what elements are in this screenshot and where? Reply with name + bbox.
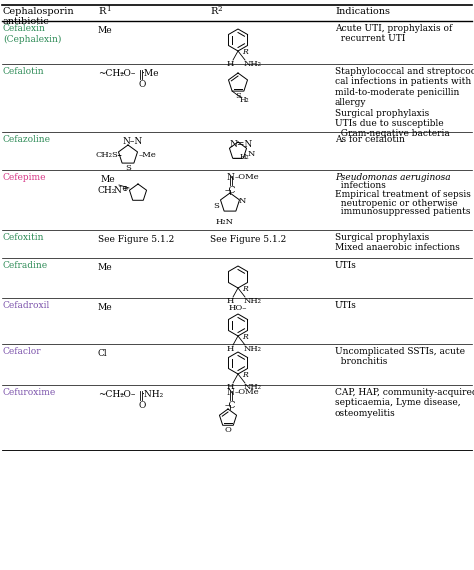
- Text: –C: –C: [225, 401, 237, 410]
- Text: See Figure 5.1.2: See Figure 5.1.2: [210, 235, 286, 244]
- Text: R: R: [98, 7, 105, 16]
- Text: N: N: [227, 173, 235, 182]
- Text: R: R: [210, 7, 218, 16]
- Text: Cefradine: Cefradine: [3, 261, 48, 270]
- Text: Empirical treatment of sepsis in: Empirical treatment of sepsis in: [335, 190, 474, 199]
- Text: ~CH₂: ~CH₂: [98, 390, 124, 399]
- Text: neutropenic or otherwise: neutropenic or otherwise: [335, 198, 457, 207]
- Text: Cefoxitin: Cefoxitin: [3, 233, 45, 242]
- Text: H₂N: H₂N: [216, 218, 234, 226]
- Text: CH₂: CH₂: [98, 186, 117, 195]
- Text: immunosuppressed patients: immunosuppressed patients: [335, 207, 471, 216]
- Text: N: N: [227, 388, 235, 397]
- Text: Me: Me: [98, 303, 113, 312]
- Text: 2: 2: [218, 5, 222, 13]
- Text: R: R: [242, 371, 248, 379]
- Text: R: R: [242, 333, 248, 341]
- Text: ·NH₂: ·NH₂: [141, 390, 163, 399]
- Text: Cefepime: Cefepime: [3, 173, 46, 182]
- Text: Me: Me: [101, 175, 116, 184]
- Text: N=N: N=N: [230, 140, 253, 149]
- Text: NH₂: NH₂: [244, 345, 262, 353]
- Text: ·Me: ·Me: [141, 69, 158, 78]
- Text: Cefaclor: Cefaclor: [3, 347, 42, 356]
- Text: Cefalotin: Cefalotin: [3, 67, 45, 76]
- Text: O: O: [139, 401, 146, 410]
- Text: NH₂: NH₂: [244, 297, 262, 305]
- Text: Cefalexin
(Cephalexin): Cefalexin (Cephalexin): [3, 24, 61, 43]
- Text: –O–: –O–: [120, 390, 137, 399]
- Text: Cefuroxime: Cefuroxime: [3, 388, 56, 397]
- Text: Me: Me: [98, 26, 113, 35]
- Text: UTIs: UTIs: [335, 301, 357, 310]
- Text: H: H: [226, 297, 234, 305]
- Text: N–N: N–N: [123, 137, 143, 146]
- Text: As for cefalotin: As for cefalotin: [335, 135, 405, 144]
- Text: R: R: [242, 48, 248, 56]
- Text: HO–: HO–: [229, 304, 247, 312]
- Text: See Figure 5.1.2: See Figure 5.1.2: [98, 235, 174, 244]
- Text: O: O: [139, 80, 146, 89]
- Text: H: H: [226, 345, 234, 353]
- Text: R: R: [242, 285, 248, 293]
- Text: H₂: H₂: [239, 96, 249, 104]
- Text: Indications: Indications: [335, 7, 390, 16]
- Text: Cl: Cl: [98, 349, 108, 358]
- Text: –C: –C: [225, 186, 237, 195]
- Text: H₂: H₂: [240, 153, 249, 161]
- Text: infections: infections: [335, 181, 386, 190]
- Text: –OMe: –OMe: [235, 388, 260, 396]
- Text: ~CH₂: ~CH₂: [98, 69, 124, 78]
- Text: H: H: [226, 383, 234, 391]
- Text: Staphylococcal and streptococ-
cal infections in patients with
mild-to-moderate : Staphylococcal and streptococ- cal infec…: [335, 67, 474, 139]
- Text: –O–: –O–: [120, 69, 137, 78]
- Text: NH₂: NH₂: [244, 383, 262, 391]
- Text: N: N: [114, 186, 122, 195]
- Text: Me: Me: [98, 263, 113, 272]
- Text: O: O: [225, 426, 231, 434]
- Text: CAP, HAP, community-acquired
septicaemia, Lyme disease,
osteomyelitis: CAP, HAP, community-acquired septicaemia…: [335, 388, 474, 418]
- Text: –OMe: –OMe: [235, 173, 260, 181]
- Text: CH₂S–: CH₂S–: [96, 151, 123, 159]
- Text: Surgical prophylaxis
Mixed anaerobic infections: Surgical prophylaxis Mixed anaerobic inf…: [335, 233, 460, 253]
- Text: NH₂: NH₂: [244, 60, 262, 68]
- Text: –Me: –Me: [139, 151, 157, 159]
- Text: Cefadroxil: Cefadroxil: [3, 301, 50, 310]
- Text: Acute UTI, prophylaxis of
  recurrent UTI: Acute UTI, prophylaxis of recurrent UTI: [335, 24, 452, 43]
- Text: S: S: [125, 164, 131, 172]
- Text: Cefazoline: Cefazoline: [3, 135, 51, 144]
- Text: S: S: [235, 92, 241, 100]
- Text: N: N: [248, 150, 255, 158]
- Text: Pseudomonas aeruginosa: Pseudomonas aeruginosa: [335, 173, 451, 182]
- Text: 1: 1: [106, 5, 110, 13]
- Text: H: H: [226, 60, 234, 68]
- Text: Cephalosporin
antibiotic: Cephalosporin antibiotic: [3, 7, 74, 26]
- Text: UTIs: UTIs: [335, 261, 357, 270]
- Text: Uncomplicated SSTIs, acute
  bronchitis: Uncomplicated SSTIs, acute bronchitis: [335, 347, 465, 367]
- Text: N: N: [239, 197, 246, 205]
- Text: ⊕: ⊕: [121, 185, 128, 193]
- Text: S: S: [213, 202, 219, 210]
